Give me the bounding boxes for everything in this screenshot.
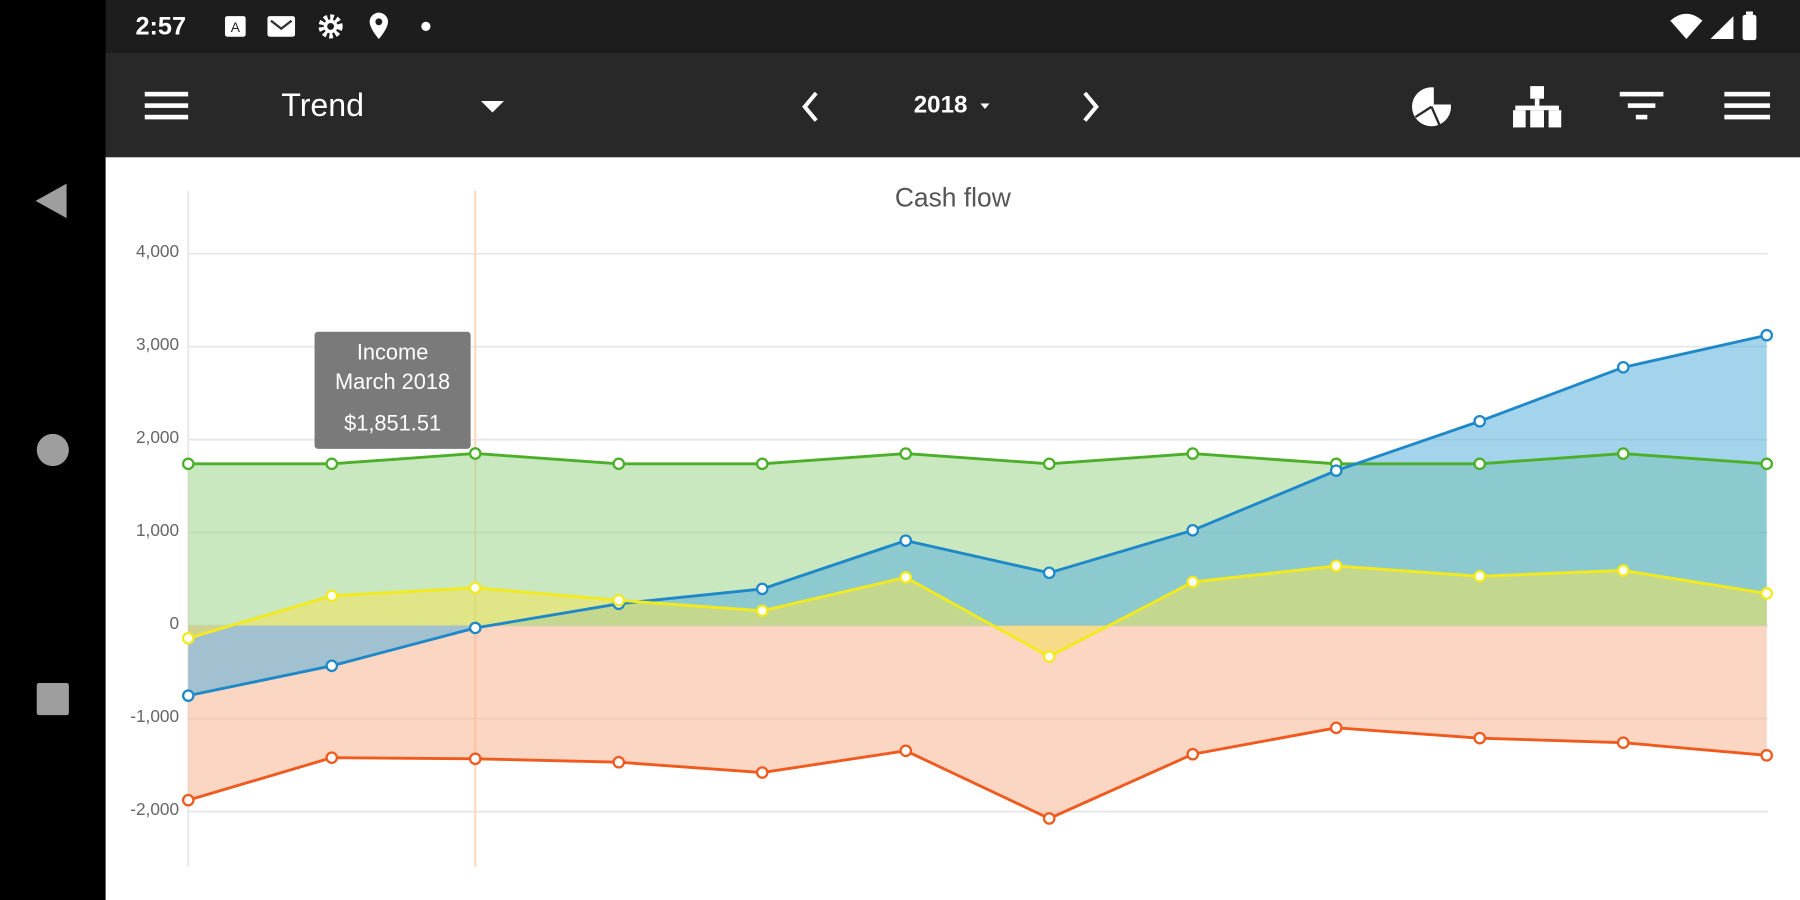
previous-period-icon[interactable] (799, 90, 822, 124)
recents-icon[interactable] (36, 682, 70, 716)
battery-icon (1742, 11, 1757, 41)
series-line (187, 726, 1767, 821)
settings-icon (318, 14, 343, 39)
data-point (1616, 361, 1630, 374)
data-point (1616, 736, 1630, 750)
data-point (1473, 569, 1487, 583)
data-point (468, 752, 482, 766)
data-point (1186, 447, 1200, 460)
app-bar: Trend 2018 (105, 52, 1800, 158)
series-line (187, 333, 1768, 698)
filter-icon[interactable] (1619, 90, 1665, 124)
data-point (1760, 457, 1774, 471)
period-selector[interactable]: 2018 (913, 91, 968, 119)
back-icon[interactable] (32, 181, 71, 220)
data-point (1186, 575, 1200, 589)
data-point (1042, 457, 1056, 471)
data-point (899, 447, 913, 460)
chart-tooltip: Income March 2018 $1,851.51 (314, 331, 471, 449)
cash-flow-chart[interactable] (106, 157, 1800, 900)
y-tick-label: 1,000 (135, 521, 180, 541)
tooltip-value: $1,851.51 (344, 412, 442, 437)
tooltip-period: March 2018 (335, 370, 451, 395)
data-point (1760, 587, 1774, 600)
series-area (188, 565, 1767, 657)
notification-app-icon: A (225, 16, 246, 37)
data-point (1042, 566, 1056, 580)
data-point (1473, 414, 1487, 428)
data-point (1186, 524, 1200, 537)
data-point (1186, 747, 1200, 761)
data-point (325, 457, 339, 471)
data-point (755, 457, 769, 471)
data-point (612, 755, 626, 769)
data-point (1473, 457, 1487, 471)
data-point (1473, 731, 1487, 745)
chart-title: Cash flow (894, 182, 1011, 213)
data-point (1329, 464, 1343, 477)
y-tick-label: 4,000 (135, 242, 180, 262)
y-tick-label: 0 (169, 614, 180, 634)
data-point (1760, 328, 1774, 342)
signal-icon (1710, 16, 1734, 40)
data-point (612, 594, 626, 607)
wifi-icon (1670, 13, 1703, 40)
data-point (325, 751, 339, 764)
data-point (755, 582, 769, 596)
chart-area: Cash flow 4,000 3,000 2,000 1,000 0 -1,000 -2,… (105, 157, 1800, 900)
home-icon[interactable] (34, 432, 71, 469)
system-nav-bar (0, 0, 106, 900)
location-icon (369, 12, 389, 40)
series-line (188, 452, 1767, 466)
overflow-menu-icon[interactable] (1724, 90, 1771, 124)
data-point (325, 589, 339, 603)
series-line (187, 564, 1767, 659)
data-point (1329, 721, 1343, 735)
tooltip-series: Income (356, 340, 429, 366)
data-point (468, 447, 482, 460)
data-point (755, 766, 769, 779)
series-area (188, 625, 1767, 819)
y-tick-label: 3,000 (135, 335, 180, 355)
period-dropdown-icon[interactable] (980, 103, 990, 110)
mail-icon (267, 16, 296, 37)
data-point (181, 457, 195, 471)
status-bar: 2:57 A (105, 0, 1800, 53)
data-point (1042, 812, 1056, 825)
view-selector-label[interactable]: Trend (281, 87, 365, 123)
view-dropdown-icon[interactable] (480, 99, 505, 115)
data-point (1616, 447, 1630, 460)
data-point (899, 534, 913, 547)
next-period-icon[interactable] (1079, 90, 1102, 124)
data-point (1042, 650, 1056, 663)
hierarchy-icon[interactable] (1511, 85, 1564, 131)
more-notifications-icon (421, 21, 431, 31)
data-point (612, 457, 626, 471)
data-point (1760, 749, 1774, 762)
svg-text:A: A (231, 20, 241, 35)
y-tick-label: -1,000 (130, 707, 180, 727)
data-point (181, 793, 195, 807)
data-point (181, 631, 195, 645)
y-tick-label: 2,000 (135, 428, 180, 448)
data-point (1616, 564, 1630, 577)
data-point (755, 604, 769, 618)
data-point (468, 581, 482, 595)
data-point (899, 744, 913, 758)
y-tick-label: -2,000 (130, 800, 180, 820)
data-point (1329, 559, 1343, 573)
data-point (181, 689, 195, 702)
data-point (325, 659, 339, 673)
data-point (899, 571, 913, 584)
pie-chart-icon[interactable] (1410, 85, 1454, 129)
status-time: 2:57 (135, 11, 187, 41)
menu-icon[interactable] (144, 90, 189, 122)
data-point (468, 621, 482, 635)
